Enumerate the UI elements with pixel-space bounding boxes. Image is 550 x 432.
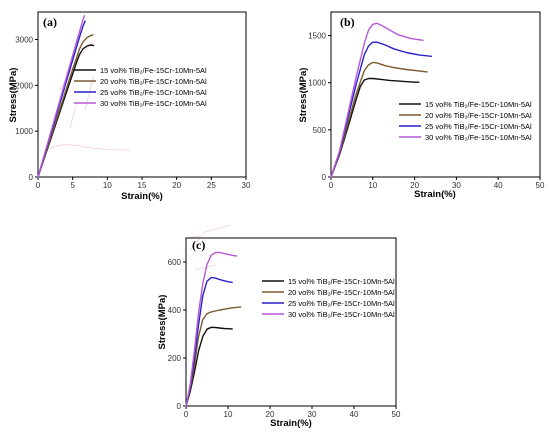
legend-label: 25 vol% TiB₂/Fe-15Cr-10Mn-5Al [288,299,395,308]
y-axis-label-c: Stress(MPa) [157,295,168,350]
axes-a: 0 5 10 15 20 25 30 0 1000 2000 3000 [15,11,251,190]
ghost-trace [69,104,77,129]
curves-a [37,15,95,178]
x-tick-label: 20 [410,181,419,190]
y-tick-label: 200 [168,354,182,363]
ghost-trace [194,264,216,271]
panel-label-c: (c) [192,238,205,252]
panel-label-b: (b) [340,15,355,29]
series-line [37,44,95,178]
legend-label: 25 vol% TiB₂/Fe-15Cr-10Mn-5Al [100,88,207,97]
series-line [37,15,86,178]
series-line [330,22,424,178]
series-line [330,41,432,178]
y-tick-label: 3000 [15,36,33,45]
x-axis-label-b: Strain(%) [414,189,456,200]
x-axis-label-c: Strain(%) [270,418,312,429]
curves-c [185,251,242,407]
x-tick-label: 50 [536,181,545,190]
plot-frame [330,11,541,178]
series-line [37,34,94,178]
x-tick-label: 40 [494,181,503,190]
axes-c: 0 10 20 30 40 50 0 200 400 600 [168,237,401,419]
legend-c: 15 vol% TiB₂/Fe-15Cr-10Mn-5Al 20 vol% TiB… [262,277,395,319]
series-line [185,306,242,407]
x-tick-label: 10 [103,181,112,190]
x-tick-label: 30 [452,181,461,190]
x-tick-label: 30 [242,181,251,190]
legend-label: 20 vol% TiB₂/Fe-15Cr-10Mn-5Al [100,77,207,86]
y-tick-label: 1000 [308,79,326,88]
legend-b: 15 vol% TiB₂/Fe-15Cr-10Mn-5Al 20 vol% TiB… [399,100,532,142]
x-tick-label: 0 [36,181,41,190]
panel-label-a: (a) [43,15,57,29]
x-tick-label: 0 [184,410,189,419]
legend-label: 15 vol% TiB₂/Fe-15Cr-10Mn-5Al [425,100,532,109]
legend-label: 20 vol% TiB₂/Fe-15Cr-10Mn-5Al [425,111,532,120]
legend-label: 15 vol% TiB₂/Fe-15Cr-10Mn-5Al [100,66,207,75]
legend-label: 20 vol% TiB₂/Fe-15Cr-10Mn-5Al [288,288,395,297]
x-tick-label: 0 [329,181,334,190]
legend-label: 15 vol% TiB₂/Fe-15Cr-10Mn-5Al [288,277,395,286]
legend-a: 15 vol% TiB₂/Fe-15Cr-10Mn-5Al 20 vol% TiB… [74,66,207,108]
y-tick-label: 0 [322,173,327,182]
series-line [185,276,233,407]
series-line [185,326,233,407]
ghost-trace [189,224,231,251]
x-tick-label: 20 [266,410,275,419]
curves-b [330,22,432,178]
x-tick-label: 50 [392,410,401,419]
legend-label: 30 vol% TiB₂/Fe-15Cr-10Mn-5Al [288,310,395,319]
legend-label: 30 vol% TiB₂/Fe-15Cr-10Mn-5Al [100,99,207,108]
series-line [185,251,238,407]
y-tick-label: 500 [313,126,327,135]
x-tick-label: 30 [308,410,317,419]
x-tick-label: 10 [224,410,233,419]
series-line [330,77,420,178]
x-tick-label: 25 [207,181,216,190]
y-tick-label: 600 [168,258,182,267]
x-tick-label: 40 [350,410,359,419]
x-tick-label: 5 [70,181,75,190]
x-axis-label-a: Strain(%) [121,191,163,202]
legend-label: 25 vol% TiB₂/Fe-15Cr-10Mn-5Al [425,122,532,131]
y-tick-label: 2000 [15,81,33,90]
ghost-trace [46,144,131,151]
x-tick-label: 10 [368,181,377,190]
y-tick-label: 1500 [308,32,326,41]
y-tick-label: 1000 [15,127,33,136]
x-tick-label: 20 [172,181,181,190]
x-tick-label: 15 [138,181,147,190]
panel-a: 0 5 10 15 20 25 30 0 1000 2000 3000 15 vol% TiB₂/F… [8,11,251,202]
y-axis-label-b: Stress(MPa) [298,68,309,123]
legend-label: 30 vol% TiB₂/Fe-15Cr-10Mn-5Al [425,133,532,142]
panel-c: 0 10 20 30 40 50 0 200 400 600 15 vol% TiB₂/Fe-15… [157,224,401,429]
y-tick-label: 0 [29,173,34,182]
y-tick-label: 0 [177,402,182,411]
plot-frame [185,237,397,407]
y-axis-label-a: Stress(MPa) [8,68,19,123]
series-line [330,61,428,178]
y-tick-label: 400 [168,306,182,315]
